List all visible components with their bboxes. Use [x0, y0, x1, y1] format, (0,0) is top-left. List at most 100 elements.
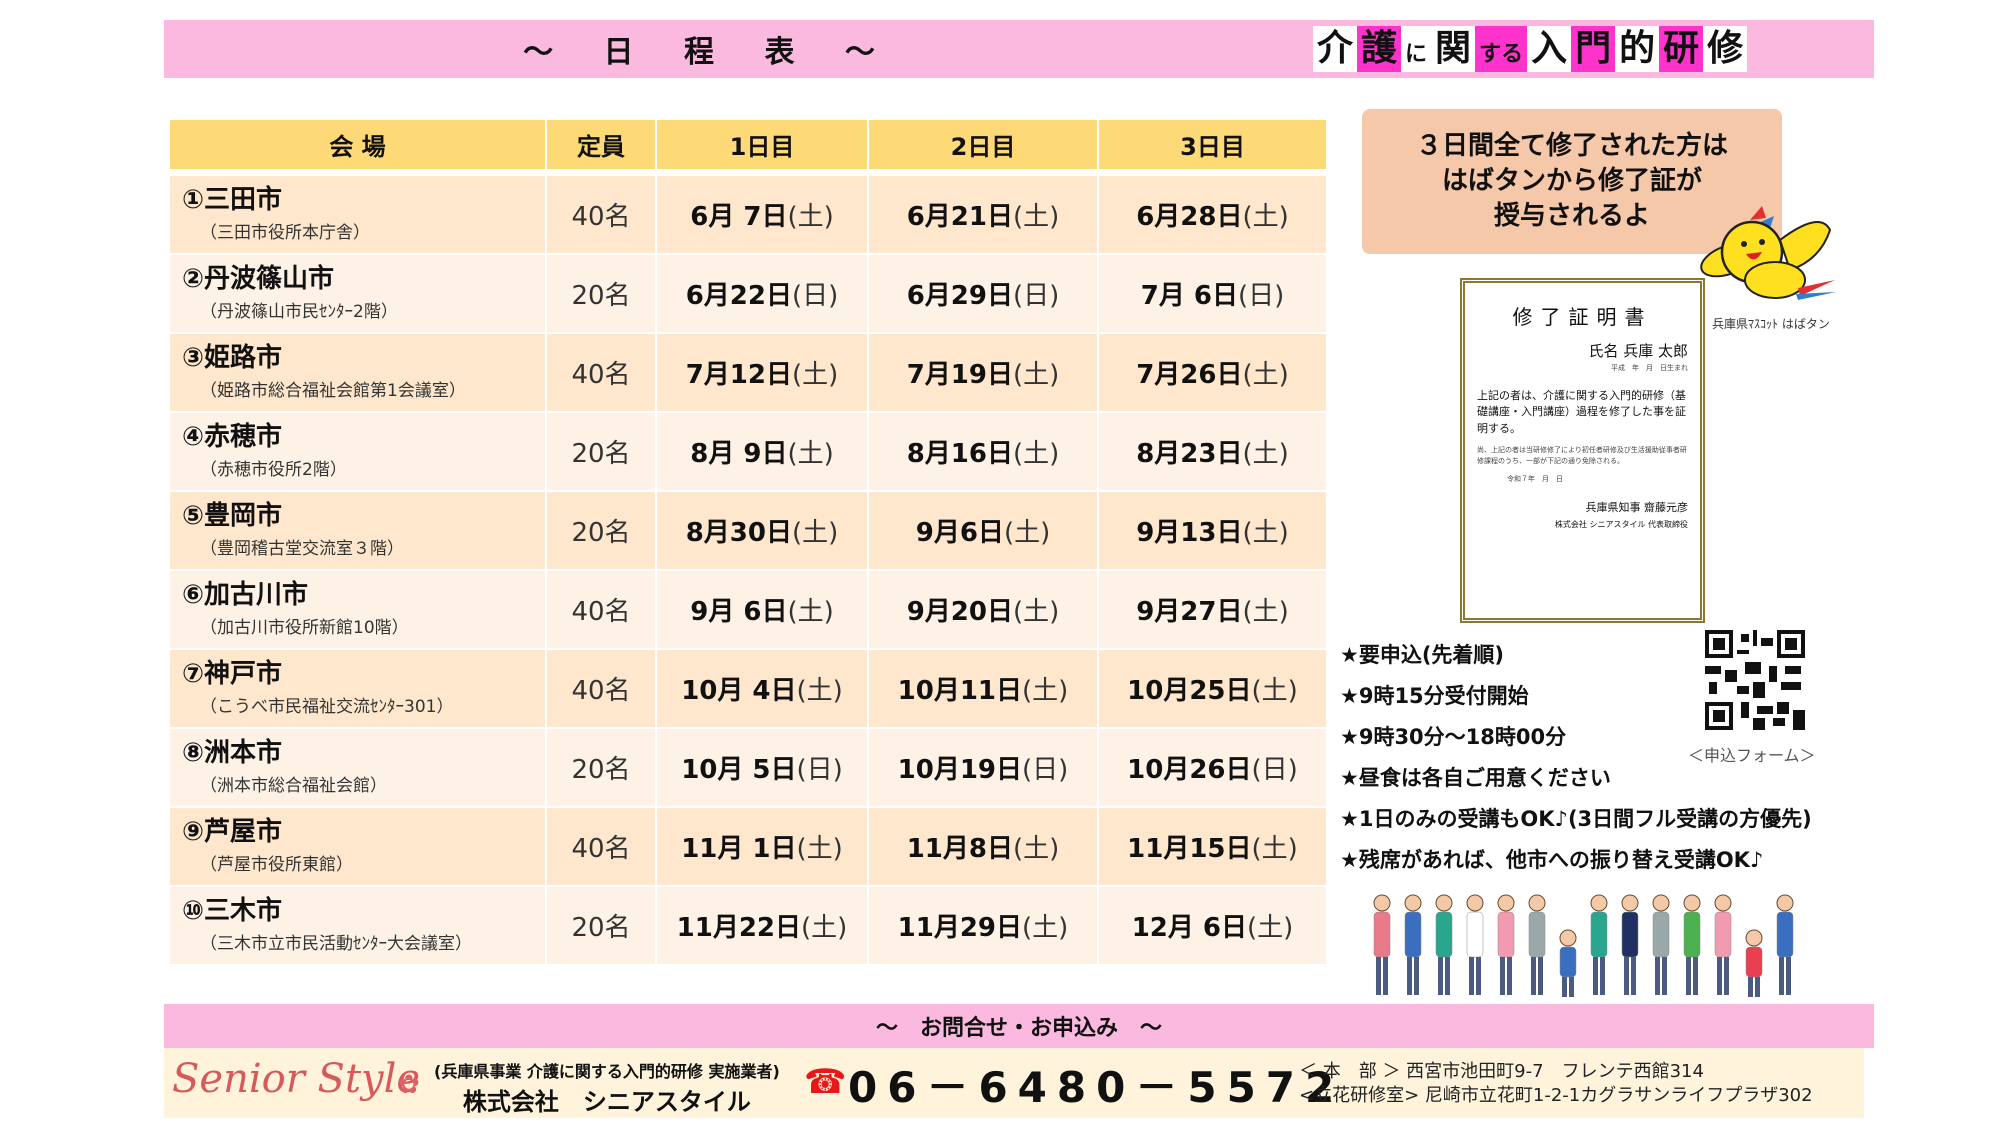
weekday-text: (日): [796, 755, 843, 785]
header-capacity: 定員: [547, 120, 655, 169]
venue-cell: ⑩三木市 （三木市立市民活動ｾﾝﾀｰ大会議室）: [170, 887, 545, 964]
date-text: 6月29日: [906, 281, 1013, 311]
venue-name: ②丹波篠山市: [182, 264, 335, 295]
qr-code-icon[interactable]: [1705, 630, 1805, 730]
day2-date: 9月6日 (土): [869, 492, 1097, 569]
course-title-badge: 介護に関する入門的研修: [1313, 26, 1748, 72]
footer-contact: Senior Style ✿ (兵庫県事業 介護に関する入門的研修 実施業者) …: [164, 1048, 1864, 1118]
capacity-cell: 40名: [547, 176, 655, 253]
addresses: ＜ 本 部 ＞ 西宮市池田町9-7 フレンテ西館314 <立花研修室> 尼崎市立…: [1299, 1060, 1813, 1108]
table-row: ⑥加古川市 （加古川市役所新館10階） 40名 9月 6日 (土) 9月20日 (土) 9月2…: [170, 571, 1326, 648]
day2-date: 6月21日 (土): [869, 176, 1097, 253]
weekday-text: (土): [1242, 439, 1289, 469]
badge-char: 介: [1313, 26, 1358, 72]
certificate-callout: ３日間全て修了された方は はばタンから修了証が 授与されるよ: [1362, 109, 1782, 254]
weekday-text: (土): [1012, 202, 1060, 232]
venue-name: ⑤豊岡市: [182, 501, 283, 532]
schedule-table: 会 場 定員 1日目 2日目 3日目 ①三田市 （三田市役所本庁舎） 40名 6月 7…: [170, 120, 1326, 966]
callout-line: 授与されるよ: [1493, 201, 1650, 232]
capacity-cell: 40名: [547, 650, 655, 727]
date-text: 8月30日: [685, 518, 792, 548]
capacity-cell: 40名: [547, 808, 655, 885]
date-text: 6月28日: [1136, 202, 1243, 232]
date-text: 11月8日: [906, 834, 1013, 864]
date-text: 11月29日: [897, 913, 1023, 943]
day3-date: 6月28日 (土): [1099, 176, 1326, 253]
venue-cell: ⑦神戸市 （こうべ市民福祉交流ｾﾝﾀｰ301）: [170, 650, 545, 727]
date-text: 7月26日: [1136, 360, 1243, 390]
date-text: 9月6日: [915, 518, 1004, 548]
table-row: ③姫路市 （姫路市総合福祉会館第1会議室） 40名 7月12日 (土) 7月19日 (土) 7…: [170, 334, 1326, 411]
venue-location: （芦屋市役所東館）: [200, 854, 353, 875]
venue-location: （加古川市役所新館10階）: [200, 617, 409, 638]
weekday-text: (土): [1242, 518, 1289, 548]
badge-char: 門: [1571, 26, 1616, 72]
day1-date: 9月 6日 (土): [657, 571, 867, 648]
note-item: ★9時15分受付開始: [1340, 684, 1529, 708]
certificate-image: 修了証明書 氏名 兵庫 太郎 平成 年 月 日生まれ 上記の者は、介護に関する入…: [1460, 278, 1705, 623]
venue-location: （洲本市総合福祉会館）: [200, 775, 387, 796]
venue-name: ⑧洲本市: [182, 738, 283, 769]
venue-cell: ⑨芦屋市 （芦屋市役所東館）: [170, 808, 545, 885]
note-item: ★9時30分～18時00分: [1340, 725, 1567, 749]
weekday-text: (土): [796, 834, 843, 864]
date-text: 10月 4日: [681, 676, 797, 706]
certificate-company: 株式会社 シニアスタイル 代表取締役: [1554, 519, 1688, 529]
capacity-cell: 20名: [547, 887, 655, 964]
certificate-note: 尚、上記の者は当研修修了により初任者研修及び生活援助従事者研修課程のうち、一部が…: [1477, 446, 1687, 465]
day2-date: 10月19日 (日): [869, 729, 1097, 806]
mascot-caption: 兵庫県ﾏｽｺｯﾄ はばタン: [1712, 317, 1830, 331]
certificate-name: 氏名 兵庫 太郎: [1588, 342, 1688, 360]
address-tachibana: <立花研修室> 尼崎市立花町1-2-1カグラサンライフプラザ302: [1299, 1085, 1813, 1106]
note-item: ★要申込(先着順): [1340, 643, 1505, 667]
venue-location: （三田市役所本庁舎）: [200, 222, 370, 243]
callout-line: ３日間全て修了された方は: [1415, 130, 1728, 161]
day1-date: 10月 4日 (土): [657, 650, 867, 727]
day1-date: 7月12日 (土): [657, 334, 867, 411]
weekday-text: (土): [1251, 834, 1298, 864]
venue-location: （丹波篠山市民ｾﾝﾀｰ2階）: [200, 301, 398, 322]
venue-cell: ⑤豊岡市 （豊岡稽古堂交流室３階）: [170, 492, 545, 569]
header-day1: 1日目: [657, 120, 867, 169]
header-day2: 2日目: [869, 120, 1097, 169]
table-row: ⑨芦屋市 （芦屋市役所東館） 40名 11月 1日 (土) 11月8日 (土) 11月15日(…: [170, 808, 1326, 885]
weekday-text: (日): [791, 281, 839, 311]
weekday-text: (土): [801, 913, 848, 943]
venue-location: （三木市立市民活動ｾﾝﾀｰ大会議室）: [200, 933, 472, 954]
date-text: 11月15日: [1127, 834, 1252, 864]
table-row: ④赤穂市 （赤穂市役所2階） 20名 8月 9日 (土) 8月16日 (土) 8月23日 (土): [170, 413, 1326, 490]
day1-date: 6月22日 (日): [657, 255, 867, 332]
certificate-born: 平成 年 月 日生まれ: [1611, 364, 1688, 372]
badge-char: 修: [1703, 26, 1748, 72]
people-illustration-icon: [1373, 894, 1794, 997]
venue-cell: ③姫路市 （姫路市総合福祉会館第1会議室）: [170, 334, 545, 411]
venue-name: ④赤穂市: [182, 422, 283, 453]
weekday-text: (土): [1242, 597, 1289, 627]
day2-date: 8月16日 (土): [869, 413, 1097, 490]
table-row: ⑤豊岡市 （豊岡稽古堂交流室３階） 20名 8月30日 (土) 9月6日 (土) 9月13日(…: [170, 492, 1326, 569]
notes-list: ★要申込(先着順) ★9時15分受付開始 ★9時30分～18時00分 ★昼食は各…: [1340, 635, 1812, 881]
venue-cell: ④赤穂市 （赤穂市役所2階）: [170, 413, 545, 490]
org-line2: 株式会社 シニアスタイル: [462, 1088, 751, 1116]
capacity-cell: 20名: [547, 729, 655, 806]
venue-cell: ⑧洲本市 （洲本市総合福祉会館）: [170, 729, 545, 806]
capacity-cell: 20名: [547, 492, 655, 569]
date-text: 12月 6日: [1131, 913, 1248, 943]
date-text: 11月 1日: [681, 834, 797, 864]
day3-date: 7月26日 (土): [1099, 334, 1326, 411]
weekday-text: (土): [1242, 360, 1289, 390]
badge-char: 護: [1357, 26, 1402, 72]
weekday-text: (土): [787, 202, 834, 232]
weekday-text: (土): [1012, 439, 1060, 469]
table-row: ⑦神戸市 （こうべ市民福祉交流ｾﾝﾀｰ301） 40名 10月 4日 (土) 10月11日…: [170, 650, 1326, 727]
venue-cell: ⑥加古川市 （加古川市役所新館10階）: [170, 571, 545, 648]
header-bar: ～ 日 程 表 ～ 介護に関する入門的研修: [164, 20, 1874, 78]
weekday-text: (土): [1003, 518, 1051, 548]
weekday-text: (土): [1022, 676, 1069, 706]
phone-number[interactable]: 06－6480－5572: [848, 1063, 1345, 1112]
day3-date: 9月27日 (土): [1099, 571, 1326, 648]
day2-date: 11月29日 (土): [869, 887, 1097, 964]
date-text: 9月 6日: [690, 597, 788, 627]
habatan-mascot-icon: [1700, 206, 1836, 300]
day1-date: 8月 9日 (土): [657, 413, 867, 490]
